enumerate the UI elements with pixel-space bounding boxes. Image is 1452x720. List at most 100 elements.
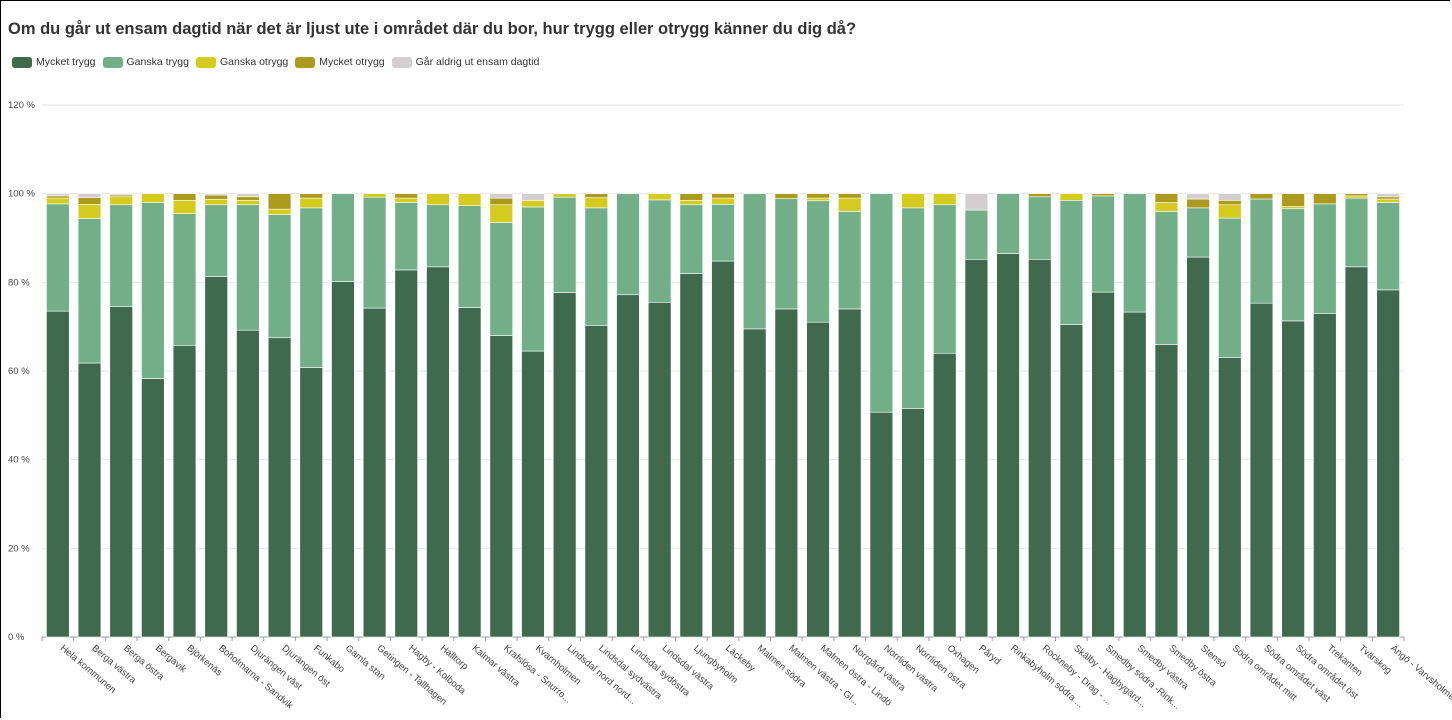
bar-segment [426,204,450,268]
bar-segment [1028,196,1052,260]
bar-segment [1091,291,1115,638]
bar-segment [806,200,830,323]
bar-segment [362,196,387,309]
y-tick-label: 0 % [8,632,25,643]
bar-segment [552,196,577,293]
bar-segment [1028,258,1052,638]
bar-segment [1059,324,1084,638]
bar-segment [1376,193,1400,198]
bar-segment [394,269,418,638]
bar-segment [837,197,862,212]
bar-segment [521,206,545,352]
bar-segment [1344,195,1369,199]
bar-segment [837,193,862,199]
bar-segment [489,193,513,199]
bar-segment [552,292,577,638]
bar-segment [1344,266,1369,638]
legend-swatch [102,56,123,68]
x-tick-label: Påryd [976,643,1002,667]
bar-segment [616,193,640,296]
bar-segment [1218,204,1242,219]
bar-segment [742,193,767,330]
bar-segment [1344,193,1369,197]
bar-segment [806,197,830,202]
bar-segment [774,308,799,638]
bar-segment [1059,193,1084,201]
bar-segment [141,202,165,379]
bar-segment [489,335,513,638]
bar-segment [1249,198,1274,304]
bar-segment [204,199,228,206]
bar-segment [457,307,482,638]
legend-label: Ganska trygg [126,56,189,68]
bar-segment [933,204,957,354]
bar-segment [204,204,228,277]
legend-item[interactable]: Ganska trygg [102,56,189,68]
bar-segment [711,260,735,638]
bar-segment [1123,193,1147,313]
bar-segment [1186,207,1210,258]
bar-segment [141,193,165,203]
legend-item[interactable]: Mycket otrygg [295,56,385,68]
bar-segment [774,193,799,199]
bar-segment [267,214,292,339]
bar-segment [679,193,704,201]
bar-segment [172,200,197,214]
bar-segment [1281,193,1305,207]
bar-segment [457,205,482,308]
bar-segment [204,276,228,638]
bar-segment [77,193,102,198]
bar-segment [837,308,862,638]
bar-segment [77,204,102,219]
y-tick-label: 40 % [8,455,30,466]
legend-item[interactable]: Mycket trygg [12,56,96,68]
bar-segment [394,202,418,271]
bar-segment [1313,203,1337,314]
bar-segment [141,378,165,638]
bar-segment [1281,208,1305,322]
bar-segment [1091,195,1115,293]
bar-segment [933,193,957,206]
legend-label: Mycket trygg [36,56,96,68]
bar-segment [584,193,609,198]
bar-segment [1313,193,1337,205]
bar-segment [46,203,70,312]
legend-item[interactable]: Ganska otrygg [195,56,288,68]
bar-segment [267,208,292,215]
bar-segment [742,328,767,638]
bar-segment [109,196,133,206]
x-tick-label: Ängö - Varvsholmen [1388,643,1452,706]
bar-segment [489,222,513,336]
legend-label: Mycket otrygg [319,56,385,68]
bar-segment [1154,211,1179,345]
y-tick-label: 20 % [8,543,30,554]
bar-segment [1376,289,1400,638]
bar-segment [77,362,102,638]
legend-item[interactable]: Går aldrig ut ensam dagtid [391,56,539,68]
bar-segment [331,281,355,638]
bar-segment [489,204,513,223]
bar-segment [299,193,323,199]
bar-segment [46,310,70,638]
y-tick-label: 100 % [8,189,35,200]
bar-segment [1028,193,1052,198]
bar-segment [1313,313,1337,638]
bar-segment [1154,193,1179,203]
bar-segment [521,350,545,638]
bar-segment [109,306,133,638]
bar-segment [584,207,609,326]
bar-segment [679,273,704,638]
bar-segment [996,193,1020,254]
bar-segment [204,194,228,200]
bar-segment [331,193,355,282]
bar-segment [679,200,704,206]
chart-title: Om du går ut ensam dagtid när det är lju… [8,20,857,38]
bar-segment [1218,193,1242,201]
bar-segment [172,344,197,638]
bar-segment [299,207,323,368]
legend-swatch [391,56,412,68]
bar-segment [901,207,925,409]
bar-segment [1059,200,1084,325]
bar-segment [552,193,577,198]
